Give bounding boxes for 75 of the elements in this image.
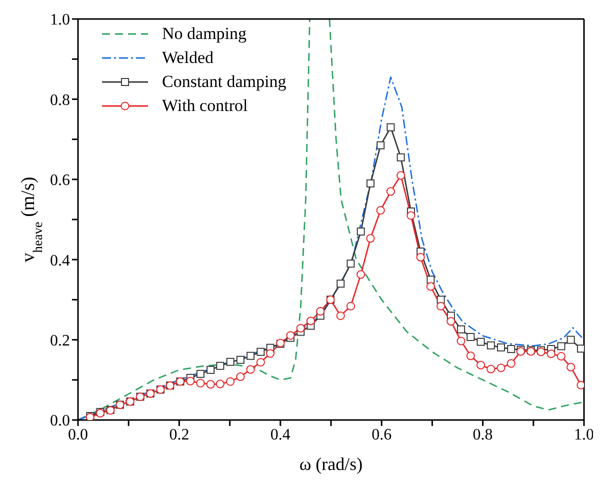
- point: [576, 380, 584, 390]
- point: [386, 187, 396, 196]
- legend-label: No damping: [162, 24, 247, 44]
- x-tick-label: 0.4: [270, 426, 290, 444]
- y-tick-label: 0.2: [50, 332, 70, 350]
- x-tick-label: 0.0: [68, 426, 88, 444]
- point: [436, 302, 446, 310]
- point: [396, 171, 406, 180]
- point: [356, 270, 366, 279]
- point: [396, 153, 405, 162]
- point: [506, 359, 516, 368]
- x-axis-title: ω (rad/s): [299, 454, 363, 474]
- point: [336, 311, 345, 320]
- point: [296, 324, 305, 332]
- point: [386, 123, 395, 132]
- point: [236, 372, 245, 381]
- x-tick-label: 0.2: [169, 426, 190, 444]
- point: [566, 362, 576, 372]
- point: [507, 345, 516, 354]
- point: [246, 352, 255, 360]
- point: [216, 362, 224, 370]
- point: [306, 316, 316, 326]
- point: [366, 179, 374, 188]
- y-tick-label: 0.8: [50, 92, 70, 109]
- point: [226, 377, 235, 386]
- point: [556, 352, 566, 361]
- point: [406, 211, 416, 220]
- point: [446, 317, 456, 326]
- point: [246, 365, 255, 374]
- point: [376, 141, 385, 150]
- point: [476, 338, 485, 346]
- point: [346, 260, 355, 268]
- point: [186, 376, 195, 386]
- point: [576, 344, 584, 353]
- point: [256, 348, 265, 356]
- point: [226, 358, 234, 366]
- x-tick-label: 0.8: [472, 426, 493, 444]
- point: [496, 364, 506, 372]
- legend-label: With control: [162, 96, 248, 116]
- point: [236, 356, 244, 364]
- point: [476, 360, 486, 370]
- point: [557, 342, 566, 350]
- point: [566, 336, 575, 344]
- point: [466, 332, 475, 341]
- point: [466, 352, 475, 360]
- point: [256, 358, 265, 367]
- point: [346, 302, 356, 310]
- y-tick-label: 0.6: [50, 172, 70, 190]
- point: [316, 307, 325, 316]
- point: [546, 350, 556, 358]
- point: [416, 252, 425, 262]
- point: [266, 349, 275, 358]
- legend-label: Welded: [162, 48, 214, 68]
- point: [426, 282, 435, 291]
- point: [206, 380, 215, 389]
- y-tick-label: 1.0: [50, 12, 70, 29]
- point: [336, 280, 345, 288]
- point: [486, 364, 496, 374]
- point: [356, 228, 365, 236]
- point: [366, 234, 375, 243]
- point: [196, 370, 204, 378]
- point: [196, 378, 205, 388]
- point: [286, 331, 295, 340]
- x-tick-label: 0.6: [372, 426, 392, 444]
- y-tick-label: 0.4: [50, 252, 70, 270]
- point: [376, 206, 385, 215]
- point: [497, 343, 506, 352]
- y-tick-label: 0.0: [50, 412, 70, 430]
- point: [426, 276, 435, 284]
- legend-label: Constant damping: [162, 72, 286, 92]
- point: [486, 341, 495, 350]
- point: [206, 366, 215, 374]
- point: [216, 380, 224, 388]
- point: [457, 325, 466, 334]
- point: [456, 336, 466, 346]
